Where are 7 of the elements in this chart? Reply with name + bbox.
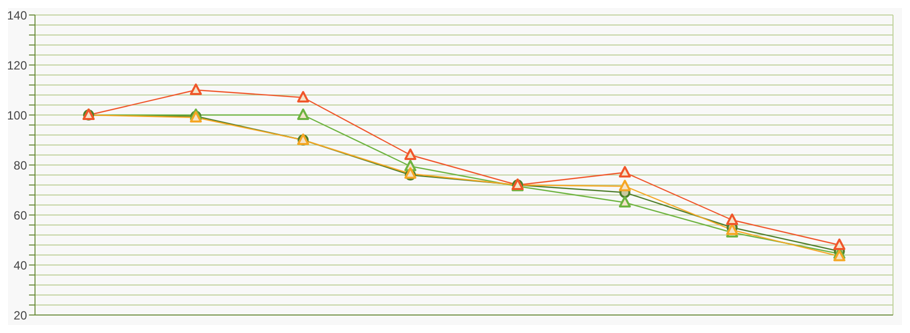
y-tick-label: 40 — [14, 258, 28, 272]
y-tick-label: 140 — [6, 8, 28, 22]
y-tick-label: 120 — [6, 58, 28, 72]
y-tick-label: 20 — [14, 308, 28, 322]
y-tick-label: 80 — [14, 158, 28, 172]
y-tick-label: 100 — [6, 108, 28, 122]
y-tick-label: 60 — [14, 208, 28, 222]
